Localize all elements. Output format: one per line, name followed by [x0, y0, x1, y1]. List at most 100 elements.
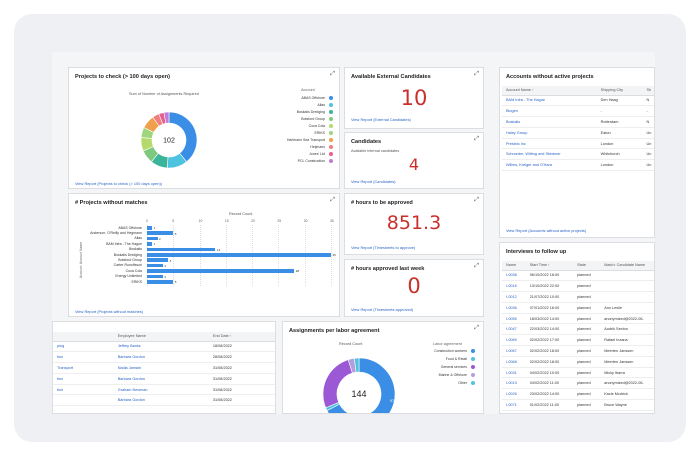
- column-header[interactable]: State: [573, 261, 601, 271]
- legend-item[interactable]: PCL Construction: [297, 159, 325, 163]
- panel-title: # hours to be approved: [351, 200, 413, 206]
- bar-category-label: Anderson, O'Reilly and Hegmann: [90, 230, 142, 235]
- table-cell[interactable]: I-0036: [502, 302, 526, 314]
- table-cell[interactable]: BAM Infra - The Hague: [502, 95, 597, 107]
- expand-icon[interactable]: ⤢: [474, 325, 479, 331]
- view-report-link[interactable]: View Report (Candidates): [351, 179, 396, 184]
- legend-item[interactable]: Harlmann Sea Transport: [286, 138, 325, 142]
- legend-item[interactable]: Allas: [317, 103, 325, 107]
- legend-item[interactable]: Botsford Group: [301, 117, 325, 121]
- table-cell[interactable]: I-0013: [502, 377, 526, 390]
- legend-item[interactable]: Boskalis Dredging: [296, 110, 325, 114]
- legend-item[interactable]: Other: [458, 381, 467, 385]
- table-cell[interactable]: I-0047: [502, 323, 526, 336]
- donut-slice[interactable]: [326, 357, 396, 414]
- column-header[interactable]: Account Name ↑: [502, 86, 597, 96]
- table-cell[interactable]: Willms, Kreiger and O'Hara: [502, 159, 597, 172]
- column-header[interactable]: Shipping City: [596, 86, 643, 96]
- column-header[interactable]: Employee Name: [113, 332, 209, 342]
- table-cell: Eaton: [596, 127, 643, 139]
- accounts-table: Account Name ↑ Shipping City Sh BAM Infra …: [502, 86, 654, 172]
- legend-item[interactable]: Marine & Offshore: [438, 373, 467, 377]
- table-cell[interactable]: [53, 394, 114, 407]
- bar[interactable]: [147, 242, 153, 246]
- view-report-link[interactable]: View Report (Accounts without active pro…: [506, 228, 587, 233]
- table-cell[interactable]: Prestnic Inc: [502, 138, 597, 150]
- view-report-link[interactable]: View Report (Projects without matches): [75, 309, 144, 314]
- table-cell[interactable]: Jeffrey Banks: [113, 341, 209, 353]
- bar[interactable]: [147, 280, 174, 284]
- bar-data-label: 13: [216, 247, 221, 252]
- view-report-link[interactable]: View Report (External Candidates): [351, 117, 411, 122]
- expand-icon[interactable]: ⤢: [474, 263, 479, 269]
- view-report-link[interactable]: View Report (Projects to check (> 100 da…: [75, 181, 162, 186]
- bar[interactable]: [147, 226, 153, 230]
- bar[interactable]: [147, 269, 295, 273]
- view-report-link[interactable]: View Report (Timesheets approved): [351, 307, 414, 312]
- table-cell[interactable]: I-0031: [502, 367, 526, 379]
- table-cell[interactable]: Barbara Gordon: [113, 394, 209, 407]
- column-header[interactable]: Match: Candidate Name: [600, 261, 654, 271]
- bar[interactable]: [147, 236, 158, 241]
- table-cell[interactable]: I-0071: [502, 399, 526, 411]
- expand-icon[interactable]: ⤢: [474, 71, 479, 77]
- legend-item[interactable]: Heijmans: [310, 145, 325, 149]
- legend-item[interactable]: Jones' Ltd: [309, 152, 325, 156]
- legend-item[interactable]: Construction workers: [434, 349, 467, 353]
- table-cell[interactable]: tion: [53, 373, 114, 385]
- legend-item[interactable]: ERIKS: [314, 131, 325, 135]
- bar[interactable]: [147, 258, 169, 262]
- bar[interactable]: [147, 253, 331, 257]
- legend-item[interactable]: Coca Cola: [308, 124, 325, 128]
- legend-item[interactable]: Food & Retail: [445, 357, 467, 361]
- table-cell[interactable]: tion: [53, 351, 114, 364]
- table-cell[interactable]: ping: [53, 341, 114, 353]
- expand-icon[interactable]: ⤢: [330, 71, 335, 77]
- table-cell[interactable]: Haley Group: [502, 127, 597, 139]
- table-cell[interactable]: Nadia Jamain: [113, 362, 209, 374]
- table-cell[interactable]: Barbara Gordon: [113, 373, 209, 385]
- expand-icon[interactable]: ⤢: [474, 136, 479, 142]
- donut-slice[interactable]: [163, 111, 170, 124]
- donut-slice[interactable]: [322, 359, 353, 409]
- bar[interactable]: [147, 247, 216, 252]
- column-header[interactable]: Sh: [642, 86, 654, 96]
- column-header[interactable]: [53, 332, 114, 342]
- table-cell[interactable]: I-0012: [502, 291, 526, 303]
- donut-slice[interactable]: [353, 357, 360, 373]
- bar[interactable]: [147, 263, 163, 268]
- expand-icon[interactable]: ⤢: [474, 197, 479, 203]
- legend-item[interactable]: General services: [440, 365, 467, 369]
- view-report-link[interactable]: View Report (Timesheets to approve): [351, 245, 416, 250]
- donut-center-value: 144: [351, 389, 366, 399]
- table-cell: Un: [642, 159, 654, 172]
- panel-projects-to-check: Projects to check (> 100 days open) ⤢ Su…: [68, 67, 340, 189]
- table-cell[interactable]: I-0067: [502, 345, 526, 357]
- table-cell[interactable]: I-0068: [502, 356, 526, 368]
- table-cell[interactable]: I-0038: [502, 270, 526, 282]
- column-header[interactable]: End Date ↑: [208, 332, 275, 342]
- table-cell[interactable]: Boskalis: [502, 116, 597, 128]
- table-row: I-0026 23/02/2022 14:00 planned Kacie Mcdri…: [502, 388, 654, 401]
- panel-title: # Projects without matches: [75, 200, 148, 206]
- table-cell[interactable]: I-0026: [502, 388, 526, 401]
- table-cell[interactable]: Schroeder, Witting and Stiedmer: [502, 148, 597, 161]
- bar[interactable]: [147, 231, 174, 235]
- table-cell[interactable]: I-0016: [502, 280, 526, 293]
- column-header[interactable]: Name: [502, 261, 526, 271]
- column-header[interactable]: Start Time ↑: [525, 261, 574, 271]
- table-cell[interactable]: I-0069: [502, 334, 526, 347]
- bar[interactable]: [147, 274, 163, 279]
- table-cell[interactable]: Graham Newman: [113, 384, 209, 396]
- bar-category-label: ERIKS: [131, 279, 142, 284]
- table-cell[interactable]: tion: [53, 384, 114, 396]
- legend-item[interactable]: ABAS Offshore: [301, 96, 325, 100]
- table-cell[interactable]: Barbara Gordon: [113, 351, 209, 364]
- table-cell[interactable]: I-0055: [502, 313, 526, 325]
- donut-chart-assignments: 102: [140, 111, 198, 169]
- table-cell: Meerten Janssen: [600, 345, 654, 357]
- table-cell[interactable]: Transport: [53, 362, 114, 374]
- table-cell[interactable]: Biogen: [502, 105, 597, 118]
- table-cell: 18/08/2022: [208, 341, 275, 353]
- expand-icon[interactable]: ⤢: [330, 197, 335, 203]
